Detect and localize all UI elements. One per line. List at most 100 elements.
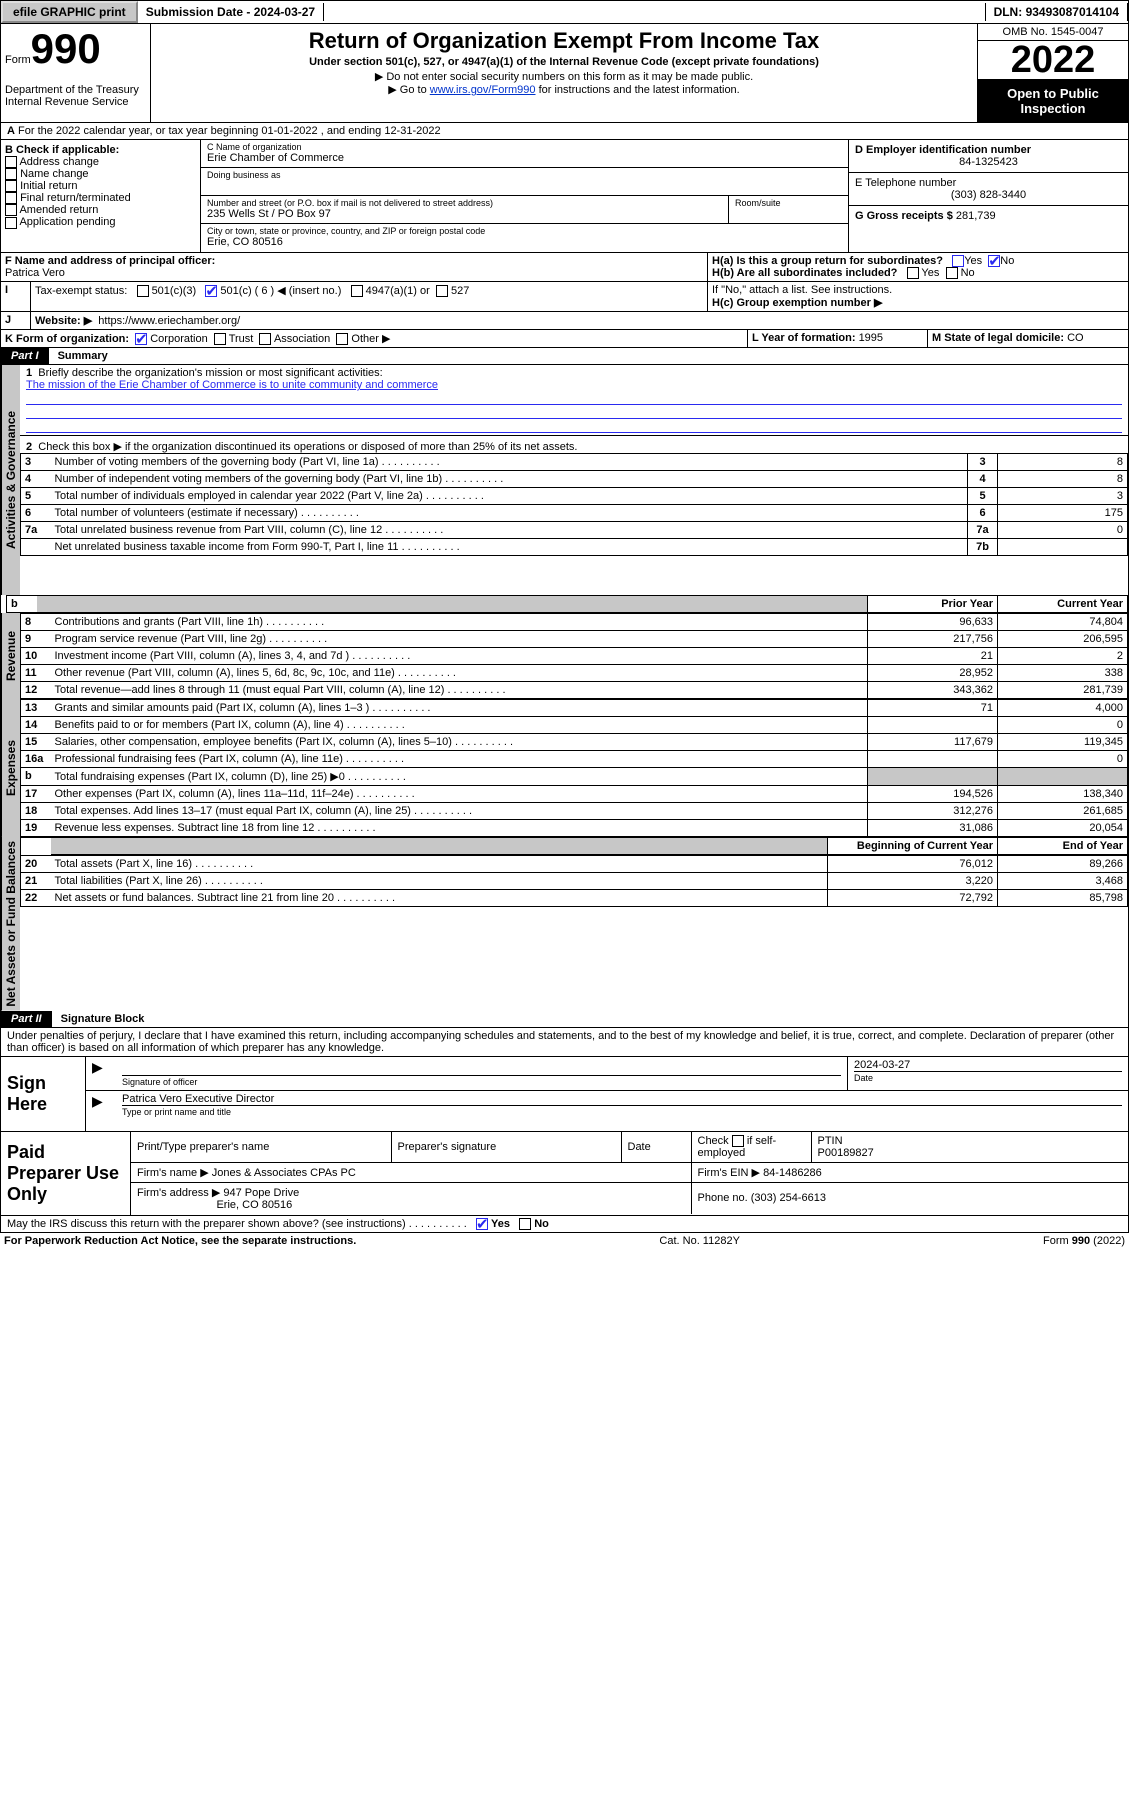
- cb-self-employed[interactable]: [732, 1135, 744, 1147]
- cb-initial-return[interactable]: [5, 180, 17, 192]
- top-bar: efile GRAPHIC print Submission Date - 20…: [0, 0, 1129, 24]
- expenses-block: Expenses 13Grants and similar amounts pa…: [0, 699, 1129, 837]
- cb-app-pending[interactable]: [5, 217, 17, 229]
- cb-assoc[interactable]: [259, 333, 271, 345]
- mission-q: Briefly describe the organization's miss…: [38, 367, 382, 379]
- spacer: [324, 10, 984, 14]
- table-row: 6Total number of volunteers (estimate if…: [21, 505, 1128, 522]
- table-row: bTotal fundraising expenses (Part IX, co…: [21, 768, 1128, 786]
- table-row: 22Net assets or fund balances. Subtract …: [21, 890, 1128, 907]
- org-name: Erie Chamber of Commerce: [207, 152, 842, 164]
- cb-527[interactable]: [436, 285, 448, 297]
- subtitle-3: ▶ Go to www.irs.gov/Form990 for instruct…: [155, 83, 973, 96]
- table-row: 11Other revenue (Part VIII, column (A), …: [21, 665, 1128, 682]
- table-row: 3Number of voting members of the governi…: [21, 454, 1128, 471]
- part1-title: Summary: [52, 350, 108, 362]
- year-header-row: b Prior Year Current Year: [6, 595, 1128, 613]
- website: https://www.eriechamber.org/: [98, 315, 240, 327]
- irs-link[interactable]: www.irs.gov/Form990: [430, 84, 536, 96]
- c-block: C Name of organization Erie Chamber of C…: [201, 140, 848, 252]
- header-mid: Return of Organization Exempt From Incom…: [151, 24, 978, 122]
- table-row: 10Investment income (Part VIII, column (…: [21, 648, 1128, 665]
- phone: (303) 828-3440: [855, 189, 1122, 201]
- may-irs-no[interactable]: [519, 1218, 531, 1230]
- part1-bar: Part I: [1, 348, 49, 364]
- nab-table: 20Total assets (Part X, line 16)76,01289…: [20, 855, 1128, 907]
- form-header: Form990 Department of the Treasury Inter…: [0, 24, 1129, 123]
- footer: For Paperwork Reduction Act Notice, see …: [0, 1233, 1129, 1249]
- subtitle-2: ▶ Do not enter social security numbers o…: [155, 70, 973, 83]
- year-formation: 1995: [859, 332, 883, 344]
- side-governance: Activities & Governance: [1, 365, 20, 595]
- g-label: G Gross receipts $: [855, 210, 956, 222]
- dba-label: Doing business as: [207, 170, 842, 180]
- arrow-icon: [86, 1057, 116, 1090]
- part2-title: Signature Block: [55, 1013, 145, 1025]
- f-h-row: F Name and address of principal officer:…: [0, 253, 1129, 282]
- prep-name-label: Print/Type preparer's name: [131, 1132, 391, 1163]
- table-row: 8Contributions and grants (Part VIII, li…: [21, 614, 1128, 631]
- sign-here-section: Sign Here Signature of officer 2024-03-2…: [0, 1057, 1129, 1132]
- firm-addr: Firm's address ▶ 947 Pope Drive Erie, CO…: [131, 1182, 691, 1214]
- table-row: 7aTotal unrelated business revenue from …: [21, 522, 1128, 539]
- cb-corp[interactable]: [135, 333, 147, 345]
- c-name-label: C Name of organization: [207, 142, 842, 152]
- submission-date: Submission Date - 2024-03-27: [138, 3, 324, 21]
- hb-no[interactable]: [946, 267, 958, 279]
- cb-4947[interactable]: [351, 285, 363, 297]
- ha-yes[interactable]: [952, 255, 964, 267]
- dept-treasury: Department of the Treasury: [5, 84, 146, 96]
- j-row: J Website: ▶ https://www.eriechamber.org…: [0, 312, 1129, 330]
- self-emp: Check if self-employed: [691, 1132, 811, 1163]
- form-number: 990: [31, 25, 101, 72]
- side-expenses: Expenses: [1, 699, 20, 837]
- may-irs-row: May the IRS discuss this return with the…: [0, 1216, 1129, 1233]
- paid-preparer-section: Paid Preparer Use Only Print/Type prepar…: [0, 1132, 1129, 1216]
- dln: DLN: 93493087014104: [985, 3, 1128, 21]
- ein: 84-1325423: [855, 156, 1122, 168]
- name-title-label: Type or print name and title: [122, 1107, 231, 1117]
- d-e-g-block: D Employer identification number 84-1325…: [848, 140, 1128, 252]
- city-label: City or town, state or province, country…: [207, 226, 842, 236]
- revenue-table: 8Contributions and grants (Part VIII, li…: [20, 613, 1128, 699]
- f-label: F Name and address of principal officer:: [5, 255, 215, 267]
- table-row: 19Revenue less expenses. Subtract line 1…: [21, 820, 1128, 837]
- prep-sig-label: Preparer's signature: [391, 1132, 621, 1163]
- hb-yes[interactable]: [907, 267, 919, 279]
- part2-bar: Part II: [1, 1011, 52, 1027]
- cb-other[interactable]: [336, 333, 348, 345]
- efile-print-button[interactable]: efile GRAPHIC print: [1, 1, 138, 23]
- cb-final-return[interactable]: [5, 192, 17, 204]
- sig-date: 2024-03-27: [854, 1059, 1122, 1071]
- part1-header: Part I Summary: [0, 348, 1129, 365]
- state-domicile: CO: [1067, 332, 1084, 344]
- cb-address-change[interactable]: [5, 156, 17, 168]
- table-row: 14Benefits paid to or for members (Part …: [21, 717, 1128, 734]
- hc: H(c) Group exemption number ▶: [712, 297, 882, 309]
- nab-header: Beginning of Current Year End of Year: [20, 837, 1128, 855]
- cb-trust[interactable]: [214, 333, 226, 345]
- end-year-head: End of Year: [998, 838, 1128, 855]
- cb-name-change[interactable]: [5, 168, 17, 180]
- cb-501c[interactable]: [205, 285, 217, 297]
- city-state-zip: Erie, CO 80516: [207, 236, 842, 248]
- header-right: OMB No. 1545-0047 2022 Open to Public In…: [978, 24, 1128, 122]
- activities-governance-block: Activities & Governance 1 Briefly descri…: [0, 365, 1129, 595]
- prep-date-label: Date: [621, 1132, 691, 1163]
- cb-501c3[interactable]: [137, 285, 149, 297]
- officer-name-title: Patrica Vero Executive Director: [122, 1093, 1122, 1105]
- may-irs-yes[interactable]: [476, 1218, 488, 1230]
- revenue-block: Revenue 8Contributions and grants (Part …: [0, 613, 1129, 699]
- line2: Check this box ▶ if the organization dis…: [38, 441, 577, 453]
- open-to-public: Open to Public Inspection: [978, 80, 1128, 122]
- ha-no[interactable]: [988, 255, 1000, 267]
- table-row: 4Number of independent voting members of…: [21, 471, 1128, 488]
- section-b-g: B Check if applicable: Address change Na…: [0, 140, 1129, 253]
- k-l-m-row: K Form of organization: Corporation Trus…: [0, 330, 1129, 348]
- prior-year-head: Prior Year: [868, 596, 998, 613]
- cb-amended[interactable]: [5, 204, 17, 216]
- form-title: Return of Organization Exempt From Incom…: [155, 28, 973, 54]
- table-row: 17Other expenses (Part IX, column (A), l…: [21, 786, 1128, 803]
- firm-name: Firm's name ▶ Jones & Associates CPAs PC: [131, 1162, 691, 1182]
- penalty-statement: Under penalties of perjury, I declare th…: [0, 1028, 1129, 1057]
